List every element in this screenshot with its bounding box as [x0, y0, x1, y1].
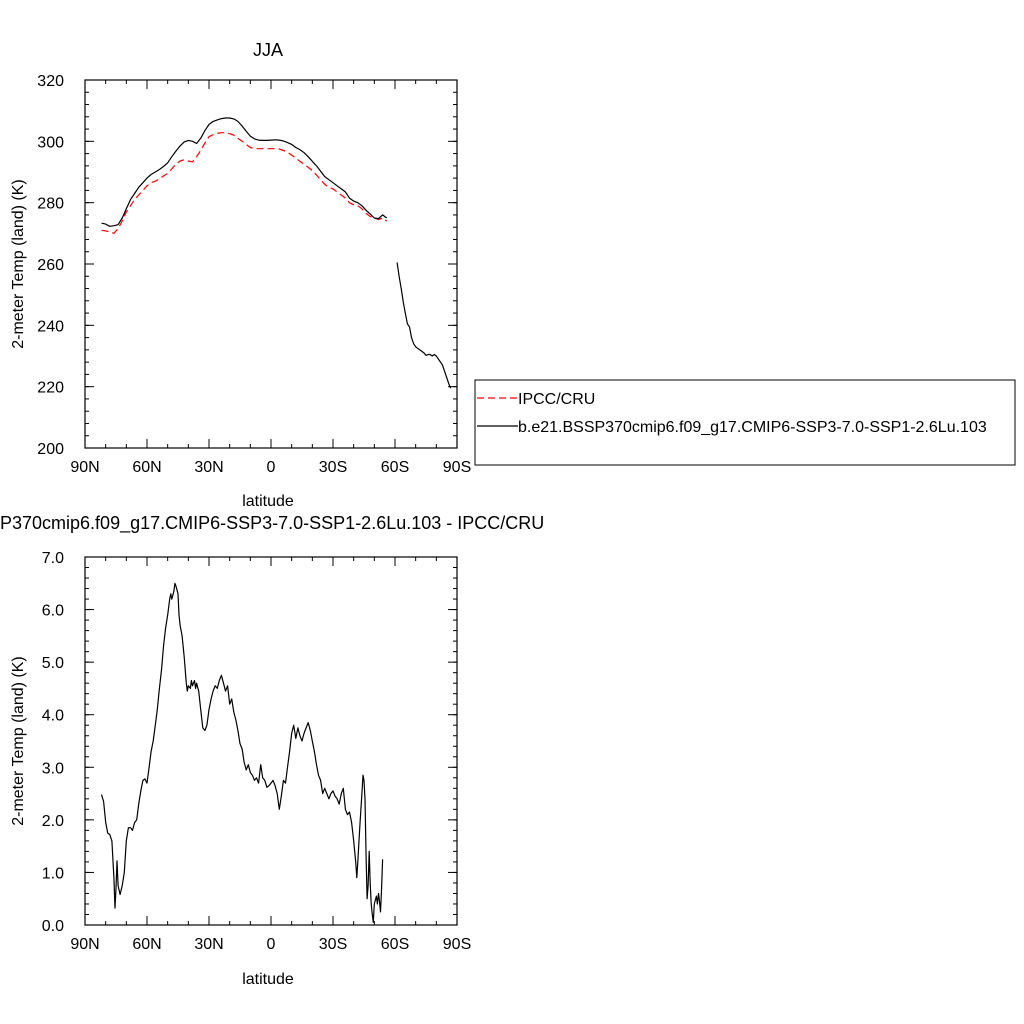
chart-title: P370cmip6.f09_g17.CMIP6-SSP3-7.0-SSP1-2.… [0, 513, 544, 534]
y-tick-label: 320 [37, 73, 64, 90]
x-tick-label: 30S [319, 936, 347, 953]
x-tick-label: 60N [132, 459, 161, 476]
y-tick-label: 300 [37, 134, 64, 151]
plot-frame [84, 79, 458, 449]
legend-box [474, 379, 1016, 466]
x-axis-label: latitude [242, 971, 294, 988]
y-axis-label: 2-meter Temp (land) (K) [10, 179, 27, 349]
series-lines [101, 117, 452, 389]
x-tick-label: 90N [70, 936, 99, 953]
y-tick-label: 0.0 [42, 918, 64, 935]
x-tick-label: 30S [319, 459, 347, 476]
legend-label: IPCC/CRU [518, 391, 595, 408]
x-tick-label: 0 [267, 936, 276, 953]
chart-title: JJA [253, 40, 283, 60]
x-tick-label: 60S [381, 459, 409, 476]
y-tick-label: 7.0 [42, 550, 64, 567]
series-line [101, 117, 388, 227]
legend-label: b.e21.BSSP370cmip6.f09_g17.CMIP6-SSP3-7.… [518, 419, 987, 436]
x-tick-label: 30N [194, 459, 223, 476]
chart-top: JJA 90N 60N 30N 0 30S 60S 90S 200 220 240 260 280 30… [10, 40, 471, 510]
y-tick-label: 3.0 [42, 760, 64, 777]
y-tick-label: 240 [37, 318, 64, 335]
y-tick-label: 220 [37, 380, 64, 397]
series-line [100, 582, 384, 923]
x-tick-label: 60S [381, 936, 409, 953]
y-tick-label: 280 [37, 196, 64, 213]
series-line [396, 262, 452, 389]
series-line [101, 132, 388, 234]
y-tick-label: 200 [37, 441, 64, 458]
legend: IPCC/CRU b.e21.BSSP370cmip6.f09_g17.CMIP… [474, 379, 1016, 466]
y-tick-label: 6.0 [42, 603, 64, 620]
x-axis-label: latitude [242, 493, 294, 510]
x-tick-label: 30N [194, 936, 223, 953]
axes: 90N 60N 30N 0 30S 60S 90S 200 220 240 260 280 300 320 [37, 73, 471, 476]
x-tick-label: 90N [70, 459, 99, 476]
y-tick-label: 4.0 [42, 708, 64, 725]
y-tick-label: 260 [37, 257, 64, 274]
y-tick-label: 5.0 [42, 655, 64, 672]
axes: 90N 60N 30N 0 30S 60S 90S 0.0 1.0 2.0 3.0 4.0 5.0 6.0… [42, 550, 471, 953]
y-axis-label: 2-meter Temp (land) (K) [10, 656, 27, 826]
series-lines [100, 582, 384, 923]
chart-bottom: P370cmip6.f09_g17.CMIP6-SSP3-7.0-SSP1-2.… [0, 513, 544, 988]
y-tick-label: 1.0 [42, 865, 64, 882]
x-tick-label: 0 [267, 459, 276, 476]
plot-frame [84, 556, 458, 926]
x-tick-label: 90S [443, 459, 471, 476]
x-tick-label: 60N [132, 936, 161, 953]
y-tick-label: 2.0 [42, 813, 64, 830]
x-tick-label: 90S [443, 936, 471, 953]
